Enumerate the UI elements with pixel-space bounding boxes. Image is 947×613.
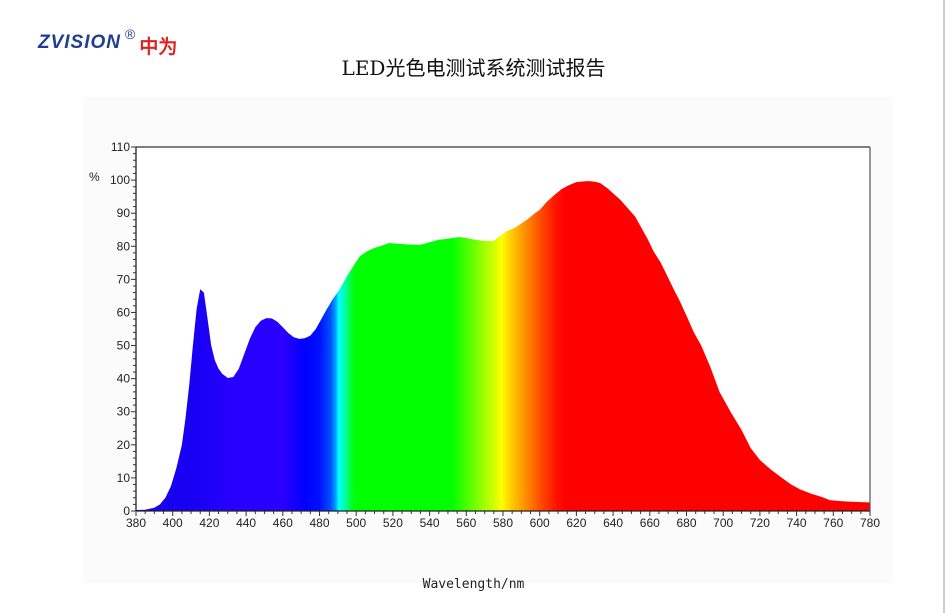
x-tick-label: 400: [163, 516, 183, 530]
x-tick-label: 720: [750, 516, 770, 530]
brand-logo: ZVISION ® 中为: [38, 26, 178, 58]
x-tick-label: 380: [126, 516, 146, 530]
x-tick-label: 640: [603, 516, 623, 530]
y-axis: 0 10 20 30 40 50 60 70 80 90 100 110: [110, 140, 137, 518]
x-tick-label: 580: [493, 516, 513, 530]
logo-text: ZVISION: [38, 32, 122, 53]
y-tick-label: 100: [110, 173, 130, 187]
x-tick-label: 420: [199, 516, 219, 530]
y-axis-unit-label: %: [89, 170, 100, 184]
report-title: LED光色电测试系统测试报告: [341, 56, 606, 80]
x-tick-label: 680: [676, 516, 696, 530]
x-axis: 380 400 420 440 460 480 500 520 540 560 580 600 620 6…: [126, 510, 880, 530]
page-right-border: [943, 0, 945, 613]
x-tick-label: 480: [309, 516, 329, 530]
y-tick-label: 20: [117, 438, 131, 452]
y-tick-label: 80: [117, 239, 131, 253]
x-tick-label: 760: [823, 516, 843, 530]
y-tick-label: 10: [117, 471, 131, 485]
logo-chinese: 中为: [139, 36, 178, 58]
spectrum-area: [136, 181, 870, 511]
y-tick-label: 70: [117, 272, 131, 286]
x-tick-label: 780: [860, 516, 880, 530]
x-tick-label: 460: [273, 516, 293, 530]
y-tick-label: 110: [111, 140, 130, 154]
x-tick-label: 520: [383, 516, 403, 530]
x-tick-label: 540: [420, 516, 440, 530]
y-tick-label: 60: [117, 305, 131, 319]
x-tick-label: 700: [713, 516, 733, 530]
y-tick-label: 30: [117, 405, 131, 419]
y-tick-label: 40: [117, 372, 131, 386]
x-tick-label: 560: [456, 516, 476, 530]
y-tick-label: 90: [117, 206, 131, 220]
x-tick-label: 740: [787, 516, 807, 530]
x-tick-label: 440: [236, 516, 256, 530]
registered-mark: ®: [125, 26, 136, 42]
x-axis-label: Wavelength/nm: [422, 577, 525, 592]
y-tick-label: 50: [117, 339, 131, 353]
x-tick-label: 660: [640, 516, 660, 530]
y-tick-label: 0: [123, 504, 130, 518]
x-tick-label: 620: [566, 516, 586, 530]
x-tick-label: 600: [530, 516, 550, 530]
x-tick-label: 500: [346, 516, 366, 530]
